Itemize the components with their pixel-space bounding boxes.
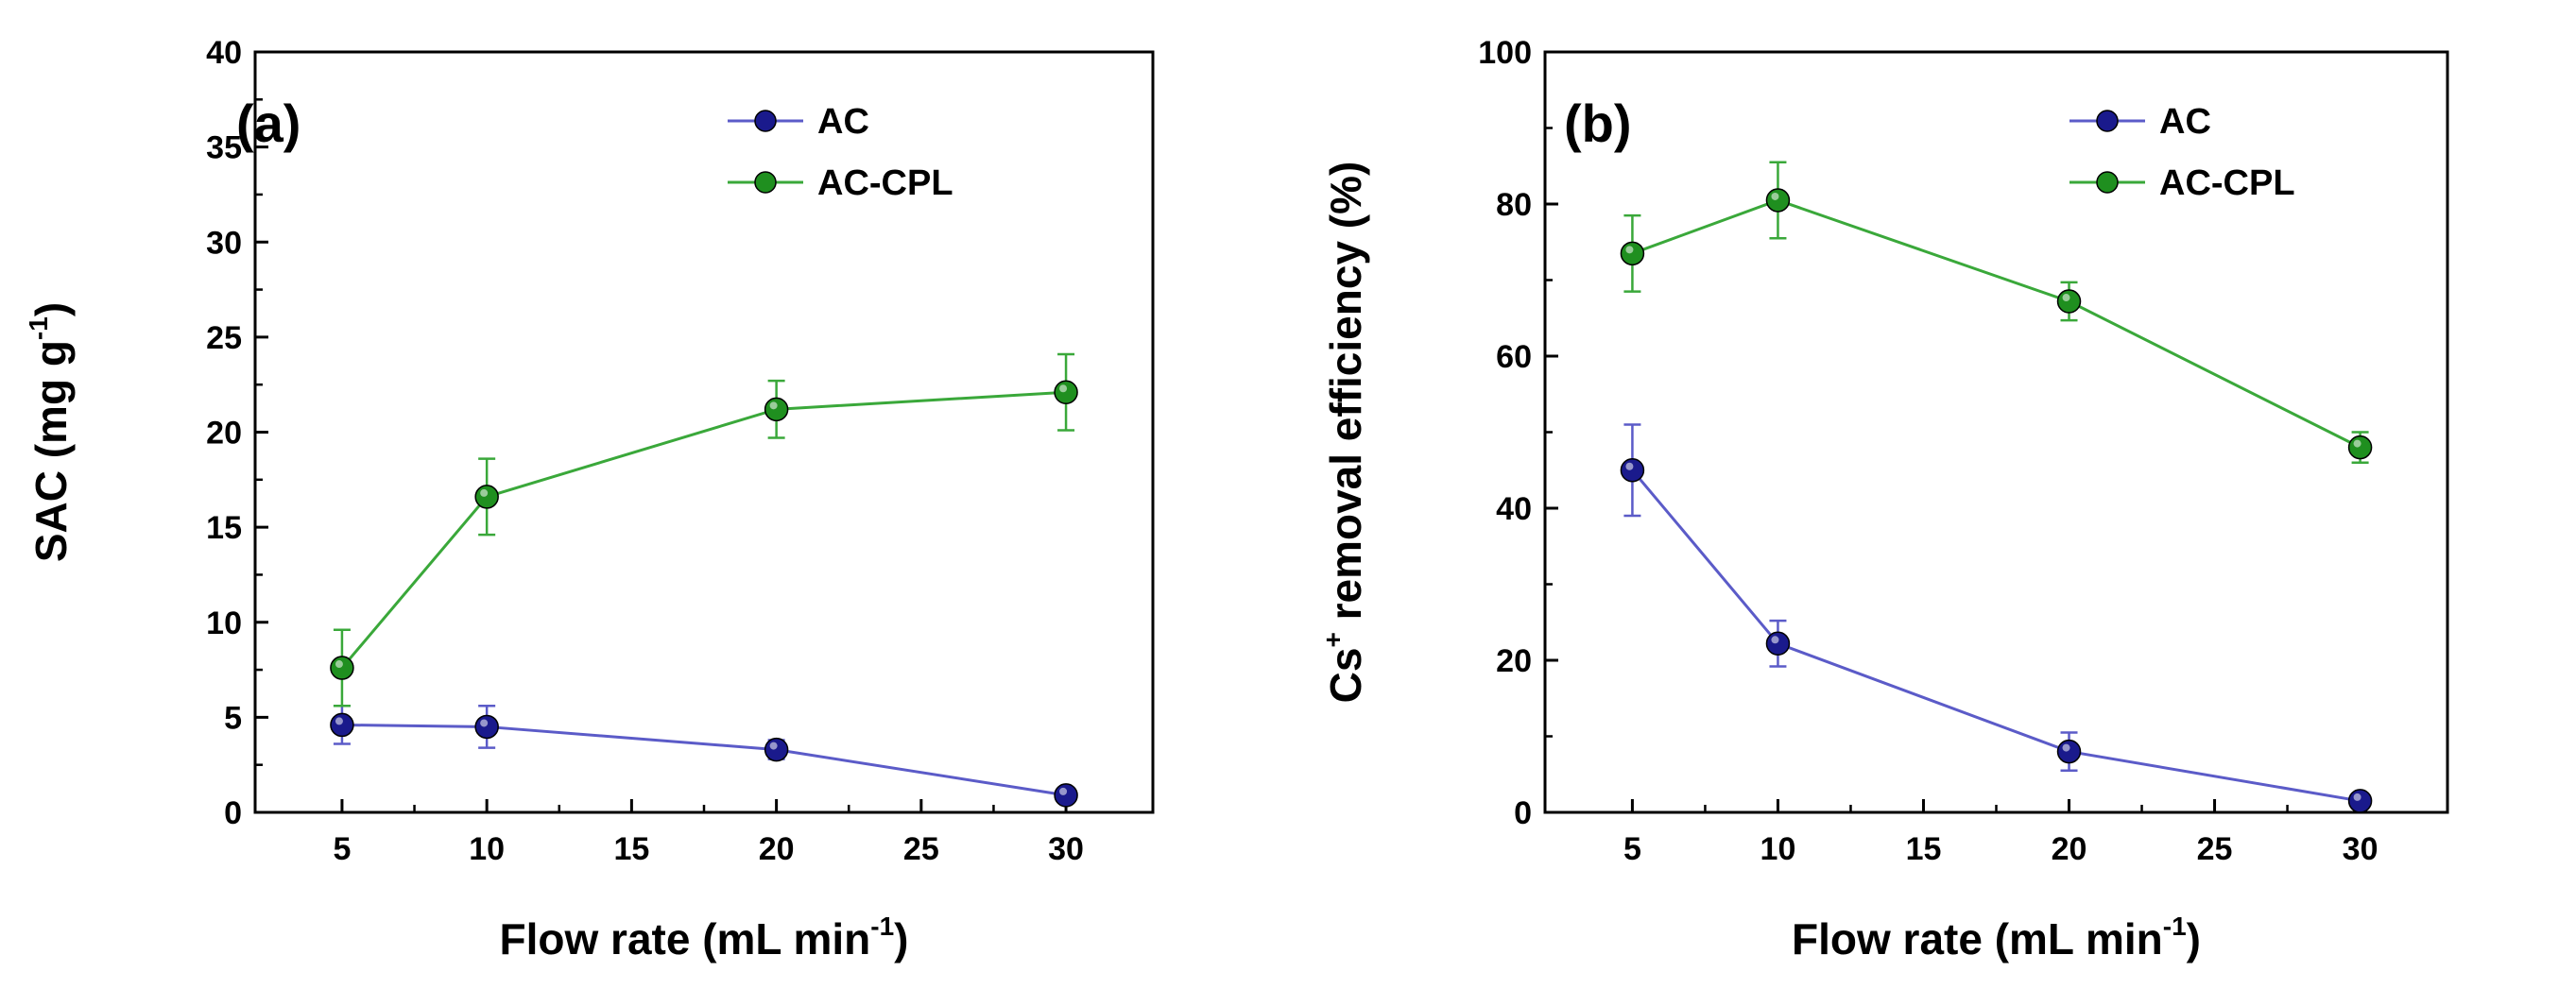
y-axis-label: SAC (mg g-1): [24, 302, 76, 562]
y-tick-label: 10: [206, 605, 242, 641]
y-tick-label: 0: [1514, 795, 1532, 831]
data-point-highlight: [1059, 384, 1068, 393]
data-point-highlight: [1625, 462, 1634, 470]
x-tick-label: 30: [1048, 831, 1084, 867]
data-point-highlight: [335, 660, 343, 669]
data-point-highlight: [769, 742, 778, 750]
data-point: [330, 712, 354, 738]
legend-item-ac-cpl: AC-CPL: [728, 163, 953, 203]
x-tick-label: 10: [1760, 831, 1796, 867]
y-tick-label: 100: [1478, 35, 1532, 71]
legend-item-ac: AC: [2069, 102, 2211, 142]
y-tick-label: 0: [224, 795, 242, 831]
x-tick-label: 25: [2197, 831, 2233, 867]
data-point: [1620, 458, 1645, 483]
data-point-highlight: [1771, 636, 1779, 644]
data-point: [2347, 789, 2373, 813]
y-tick-label: 40: [1496, 491, 1532, 527]
legend-marker: [754, 171, 777, 194]
data-point-highlight: [2062, 294, 2070, 302]
panel-label: (b): [1564, 94, 1632, 153]
data-point: [474, 714, 499, 740]
data-point: [2056, 739, 2082, 764]
y-tick-label: 80: [1496, 187, 1532, 223]
y-tick-label: 5: [224, 700, 242, 736]
y-tick-label: 60: [1496, 339, 1532, 375]
series-line: [1631, 198, 2361, 449]
chart-panel-b: 0 20 40 60 80 100 5 10 15 20 25 30 Flow rate (mL min…: [1318, 35, 2449, 963]
data-point-highlight: [769, 401, 778, 410]
data-point: [1765, 631, 1791, 656]
x-tick-label: 10: [469, 831, 505, 867]
data-point: [474, 485, 499, 509]
data-point-highlight: [335, 717, 343, 725]
panel-label: (a): [236, 94, 301, 153]
series-line: [340, 390, 1067, 670]
y-tick-label: 20: [206, 416, 242, 452]
data-point-highlight: [2353, 439, 2361, 448]
data-point-highlight: [1625, 246, 1634, 254]
y-tick-label: 30: [206, 225, 242, 261]
plot-frame: [1543, 50, 2449, 814]
x-tick-label: 15: [613, 831, 649, 867]
data-point-highlight: [2062, 743, 2070, 752]
y-axis-label: Cs+ removal efficiency (%): [1318, 162, 1370, 704]
x-tick-label: 30: [2343, 831, 2379, 867]
data-point: [2347, 435, 2373, 460]
x-axis-label: Flow rate (mL min-1): [1792, 912, 2201, 963]
data-point-highlight: [1771, 192, 1779, 200]
data-point: [1620, 241, 1645, 266]
y-tick-label: 25: [206, 320, 242, 356]
data-point: [1054, 380, 1078, 404]
data-point: [764, 397, 789, 422]
data-point-highlight: [480, 719, 489, 727]
data-point-highlight: [2353, 793, 2361, 801]
data-point: [2056, 289, 2082, 314]
x-tick-label: 5: [333, 831, 351, 867]
legend-marker: [2096, 171, 2119, 194]
x-tick-label: 15: [1906, 831, 1942, 867]
x-tick-label: 25: [903, 831, 939, 867]
x-tick-label: 20: [759, 831, 795, 867]
legend-marker: [754, 110, 777, 132]
legend-item-ac: AC: [728, 102, 869, 142]
y-tick-label: 40: [206, 35, 242, 71]
legend-item-ac-cpl: AC-CPL: [2069, 163, 2295, 203]
chart-panel-a: 0 5 10 15 20 25 30 35 40 5 10 15 20 25 30 Flow rate (mL…: [24, 35, 1155, 963]
data-point-highlight: [1059, 787, 1068, 795]
series-ac-cpl: [330, 352, 1078, 708]
y-tick-label: 35: [206, 130, 242, 166]
series-line: [1631, 469, 2361, 803]
x-axis-label: Flow rate (mL min-1): [500, 912, 909, 963]
y-tick-label: 20: [1496, 643, 1532, 679]
legend-label: AC: [2159, 102, 2211, 142]
legend-label: AC: [817, 102, 869, 142]
series-line: [341, 723, 1067, 797]
legend-marker: [2096, 110, 2119, 132]
data-point-highlight: [480, 488, 489, 497]
series-ac: [330, 705, 1078, 808]
data-point: [1054, 783, 1078, 808]
data-point: [1765, 188, 1791, 213]
legend-label: AC-CPL: [817, 163, 953, 203]
data-point: [330, 656, 354, 680]
series-ac: [1620, 423, 2373, 813]
legend-label: AC-CPL: [2159, 163, 2295, 203]
x-tick-label: 5: [1623, 831, 1641, 867]
data-point: [764, 737, 789, 762]
y-tick-label: 15: [206, 510, 242, 546]
series-ac-cpl: [1620, 161, 2373, 464]
x-tick-label: 20: [2052, 831, 2087, 867]
